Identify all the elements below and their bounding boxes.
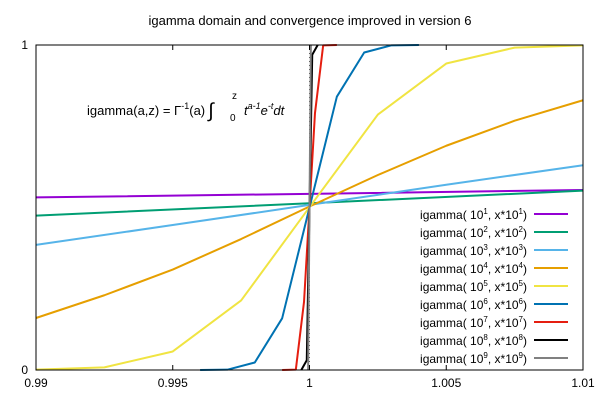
formula-annotation: igamma(a,z) = Γ-1(a) ∫ z 0ta-1e-tdt: [87, 91, 286, 124]
x-tick-label: 0.99: [24, 376, 48, 390]
formula-after-gamma: (a): [189, 103, 205, 118]
series-line-9: [307, 44, 312, 371]
formula-base-t: t: [244, 103, 249, 118]
formula-t-exponent: a-1: [248, 101, 261, 111]
x-tick-label: 1.01: [571, 376, 595, 390]
legend-label: igamma( 104, x*104): [420, 261, 527, 276]
formula-integral-sign: ∫: [207, 100, 215, 122]
legend-label: igamma( 107, x*107): [420, 315, 527, 330]
legend-label: igamma( 105, x*105): [420, 279, 527, 294]
legend-label: igamma( 106, x*106): [420, 297, 527, 312]
formula-dt: dt: [273, 103, 285, 118]
legend-label: igamma( 108, x*108): [420, 333, 527, 348]
formula-lower-limit: 0: [230, 113, 236, 124]
chart-title: igamma domain and convergence improved i…: [148, 13, 471, 28]
formula-e-exponent: -t: [268, 101, 274, 111]
x-tick-label: 1: [306, 376, 313, 390]
tick-marks: 0.99 0.995 1 1.005 1.01 0 1: [21, 38, 595, 390]
legend-label: igamma( 103, x*103): [420, 243, 527, 258]
legend-label: igamma( 109, x*109): [420, 351, 527, 366]
legend-label: igamma( 102, x*102): [420, 225, 527, 240]
formula-upper-limit: z: [232, 91, 237, 102]
y-tick-label: 1: [21, 38, 28, 52]
legend: igamma( 101, x*101) igamma( 102, x*102) ig…: [420, 207, 568, 366]
x-tick-label: 0.995: [158, 376, 188, 390]
x-tick-label: 1.005: [431, 376, 461, 390]
formula-prefix: igamma(a,z) = Γ: [87, 103, 181, 118]
legend-label: igamma( 101, x*101): [420, 207, 527, 222]
formula-base-e: e: [261, 103, 268, 118]
formula-gamma-exponent: -1: [181, 101, 189, 111]
y-tick-label: 0: [21, 363, 28, 377]
